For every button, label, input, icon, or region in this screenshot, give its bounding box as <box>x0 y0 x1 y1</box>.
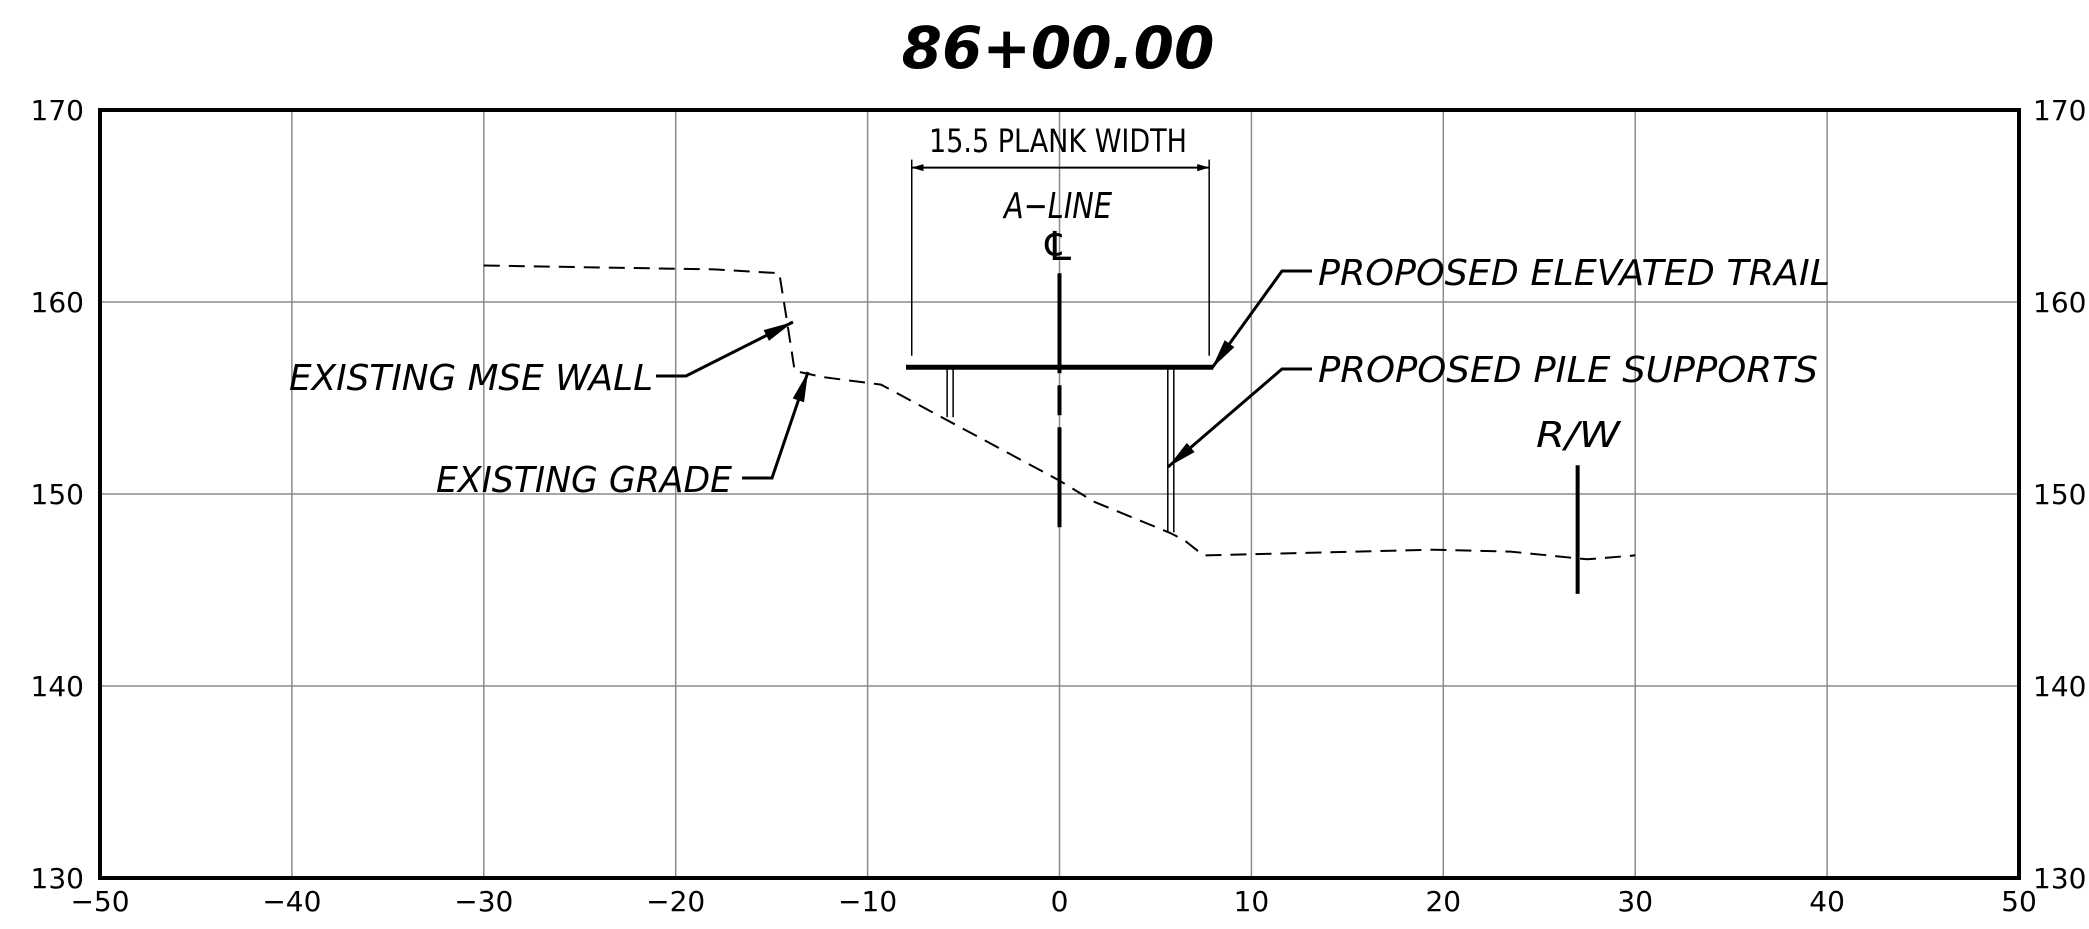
centerline-symbol: ℄ <box>1040 224 1076 270</box>
y-tick-label: 170 <box>2033 94 2086 127</box>
x-tick-label: −10 <box>838 885 897 918</box>
pile-left <box>946 367 954 418</box>
x-tick-label: 10 <box>1234 885 1270 918</box>
x-tick-label: −40 <box>262 885 321 918</box>
x-tick-label: −50 <box>70 885 129 918</box>
right-of-way-label: R/W <box>1536 415 1622 456</box>
y-tick-label: 130 <box>31 862 84 895</box>
pile-supports-leader <box>1167 367 1312 469</box>
proposed-elevated-trail-label: PROPOSED ELEVATED TRAIL <box>1318 253 1830 294</box>
y-tick-label: 170 <box>31 94 84 127</box>
y-tick-label: 150 <box>2033 478 2086 511</box>
elevated-trail-leader <box>1210 269 1312 369</box>
x-tick-label: 0 <box>1051 885 1069 918</box>
x-tick-label: 30 <box>1617 885 1653 918</box>
mse-wall-leader <box>656 320 794 378</box>
existing-mse-wall-label: EXISTING MSE WALL <box>289 358 653 399</box>
pile-right <box>1167 367 1175 533</box>
x-tick-label: 40 <box>1809 885 1845 918</box>
x-tick-label: 20 <box>1425 885 1461 918</box>
y-tick-label: 140 <box>31 670 84 703</box>
y-tick-label: 160 <box>31 286 84 319</box>
x-tick-labels: −50 −40 −30 −20 −10 0 10 20 30 40 50 <box>70 885 2036 918</box>
y-tick-label: 140 <box>2033 670 2086 703</box>
y-tick-label: 130 <box>2033 862 2086 895</box>
plank-width-label: 15.5 PLANK WIDTH <box>929 122 1187 160</box>
x-tick-label: 50 <box>2001 885 2037 918</box>
existing-grade-leader <box>742 371 810 480</box>
existing-grade-label: EXISTING GRADE <box>436 460 732 501</box>
x-tick-label: −20 <box>646 885 705 918</box>
proposed-pile-supports-label: PROPOSED PILE SUPPORTS <box>1318 350 1818 391</box>
y-tick-label: 160 <box>2033 286 2086 319</box>
plot-frame <box>98 108 2021 880</box>
y-tick-labels-right: 130 140 150 160 170 <box>2033 94 2086 895</box>
a-line-label: A−LINE <box>1002 186 1112 227</box>
x-tick-label: −30 <box>454 885 513 918</box>
station-title: 86+00.00 <box>902 14 1215 82</box>
y-tick-labels-left: 130 140 150 160 170 <box>31 94 84 895</box>
y-tick-label: 150 <box>31 478 84 511</box>
